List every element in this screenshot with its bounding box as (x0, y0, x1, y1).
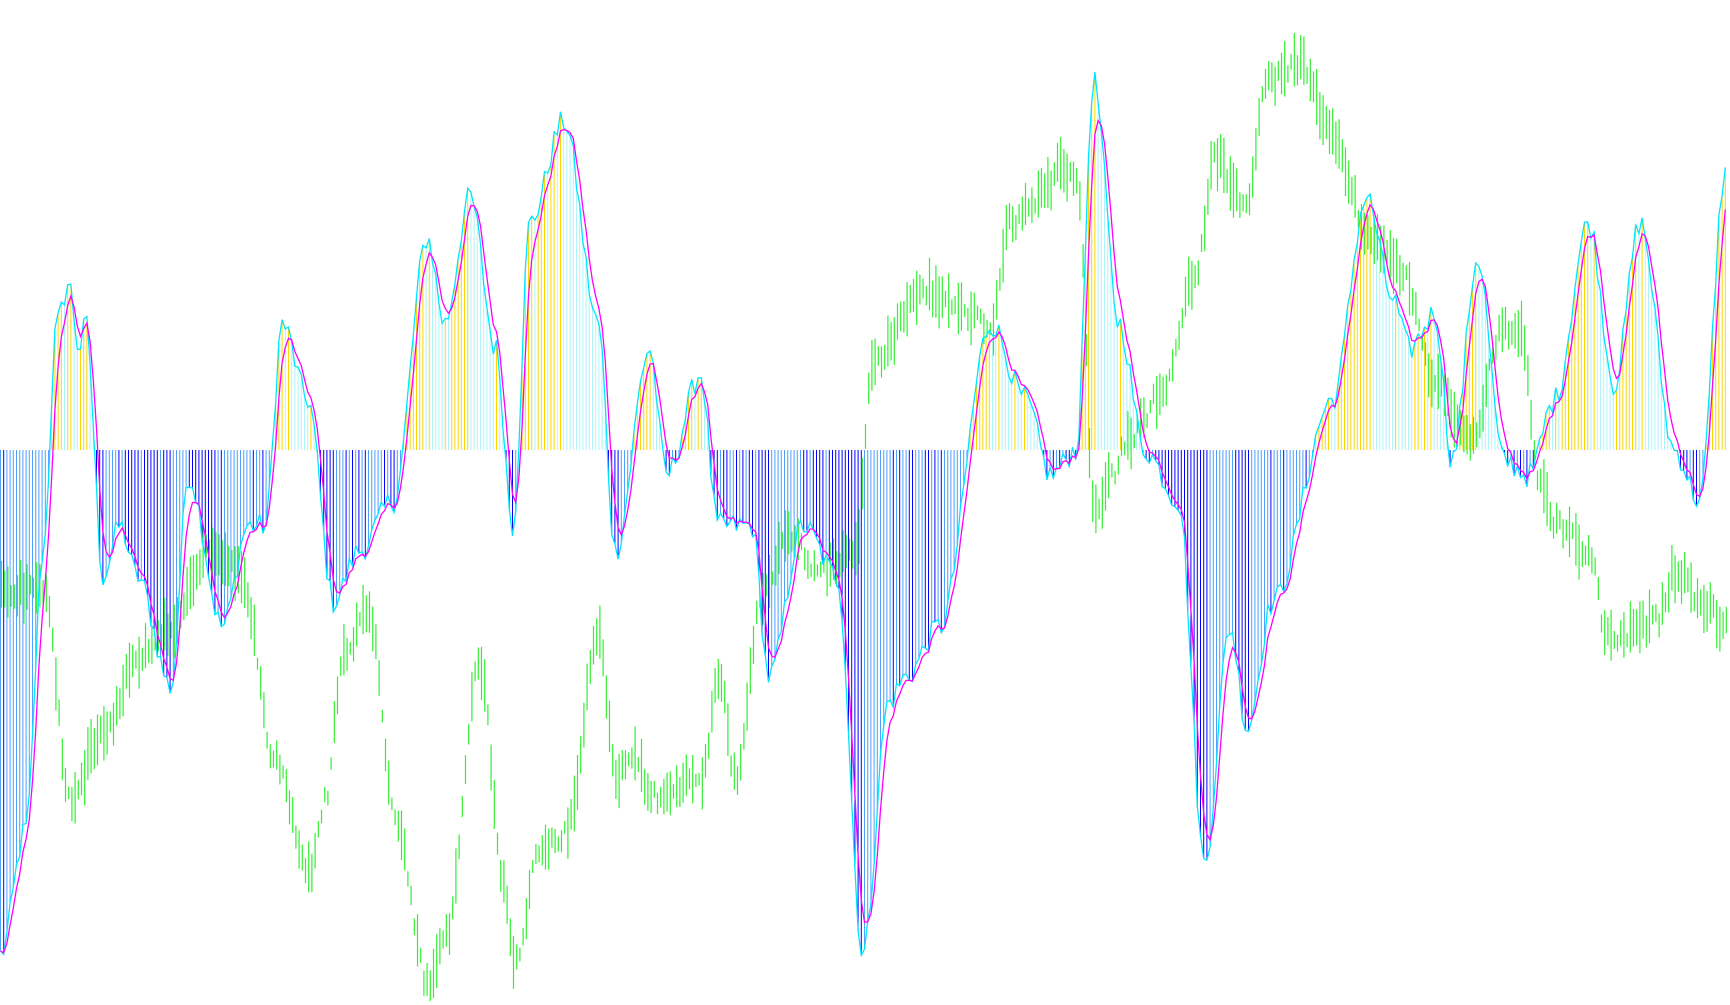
signal-line (0, 118, 1726, 954)
histogram-bars (0, 71, 1726, 956)
price-bars (0, 32, 1727, 1001)
oscillator-line (0, 71, 1726, 958)
